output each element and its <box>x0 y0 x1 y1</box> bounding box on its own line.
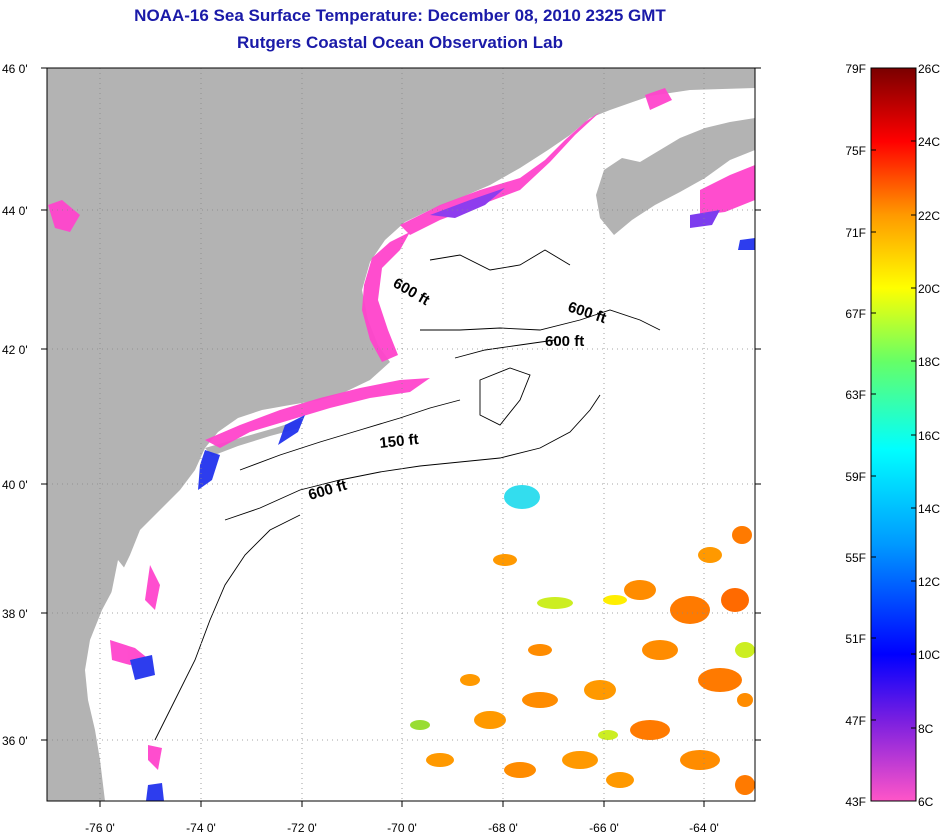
colorbar-f-label: 79F <box>845 62 866 76</box>
map-title: NOAA-16 Sea Surface Temperature: Decembe… <box>134 6 666 25</box>
colorbar-c-label: 6C <box>918 795 934 809</box>
colorbar-f-label: 63F <box>845 388 866 402</box>
map-subtitle: Rutgers Coastal Ocean Observation Lab <box>237 33 563 52</box>
lon-tick-label: -76 0' <box>85 821 115 835</box>
contour-label: 600 ft <box>545 333 584 350</box>
land-long-island <box>205 420 300 456</box>
lon-tick-label: -74 0' <box>186 821 216 835</box>
colorbar-f-label: 47F <box>845 714 866 728</box>
map-panel <box>47 68 755 801</box>
colorbar-c-label: 8C <box>918 722 934 736</box>
colorbar-c-label: 24C <box>918 135 940 149</box>
longitude-axis: -76 0' -74 0' -72 0' -70 0' -68 0' -66 0… <box>85 821 719 835</box>
latitude-axis: 46 0' 44 0' 42 0' 40 0' 38 0' 36 0' <box>2 62 28 748</box>
colorbar-f-label: 55F <box>845 551 866 565</box>
colorbar-f-label: 71F <box>845 226 866 240</box>
lat-tick-label: 44 0' <box>2 204 28 218</box>
land-nova-scotia <box>596 118 755 235</box>
graticule <box>47 68 755 801</box>
lat-tick-label: 40 0' <box>2 478 28 492</box>
land-mainland <box>47 68 755 801</box>
lon-tick-label: -66 0' <box>589 821 619 835</box>
lon-tick-label: -70 0' <box>387 821 417 835</box>
colorbar-c-label: 20C <box>918 282 940 296</box>
lon-tick-label: -68 0' <box>488 821 518 835</box>
colorbar-f-label: 59F <box>845 470 866 484</box>
lon-tick-label: -64 0' <box>689 821 719 835</box>
colorbar-c-label: 12C <box>918 575 940 589</box>
colorbar-f-label: 51F <box>845 632 866 646</box>
contour-labels: 600 ft 600 ft 600 ft 150 ft 600 ft <box>306 275 608 504</box>
colorbar-c-label: 18C <box>918 355 940 369</box>
lat-tick-label: 42 0' <box>2 343 28 357</box>
lon-tick-label: -72 0' <box>287 821 317 835</box>
colorbar-f-label: 75F <box>845 144 866 158</box>
lat-tick-label: 38 0' <box>2 607 28 621</box>
colorbar-f-label: 67F <box>845 307 866 321</box>
colorbar-c-label: 16C <box>918 429 940 443</box>
lat-tick-label: 36 0' <box>2 734 28 748</box>
colorbar-c-label: 26C <box>918 62 940 76</box>
colorbar-c-label: 22C <box>918 209 940 223</box>
colorbar-c-label: 14C <box>918 502 940 516</box>
lat-tick-label: 46 0' <box>2 62 28 76</box>
contour-label: 150 ft <box>379 431 420 452</box>
colorbar-f-label: 43F <box>845 795 866 809</box>
colorbar-c-label: 10C <box>918 648 940 662</box>
temperature-colorbar: 79F 75F 71F 67F 63F 59F 55F 51F 47F 43F … <box>845 62 940 809</box>
